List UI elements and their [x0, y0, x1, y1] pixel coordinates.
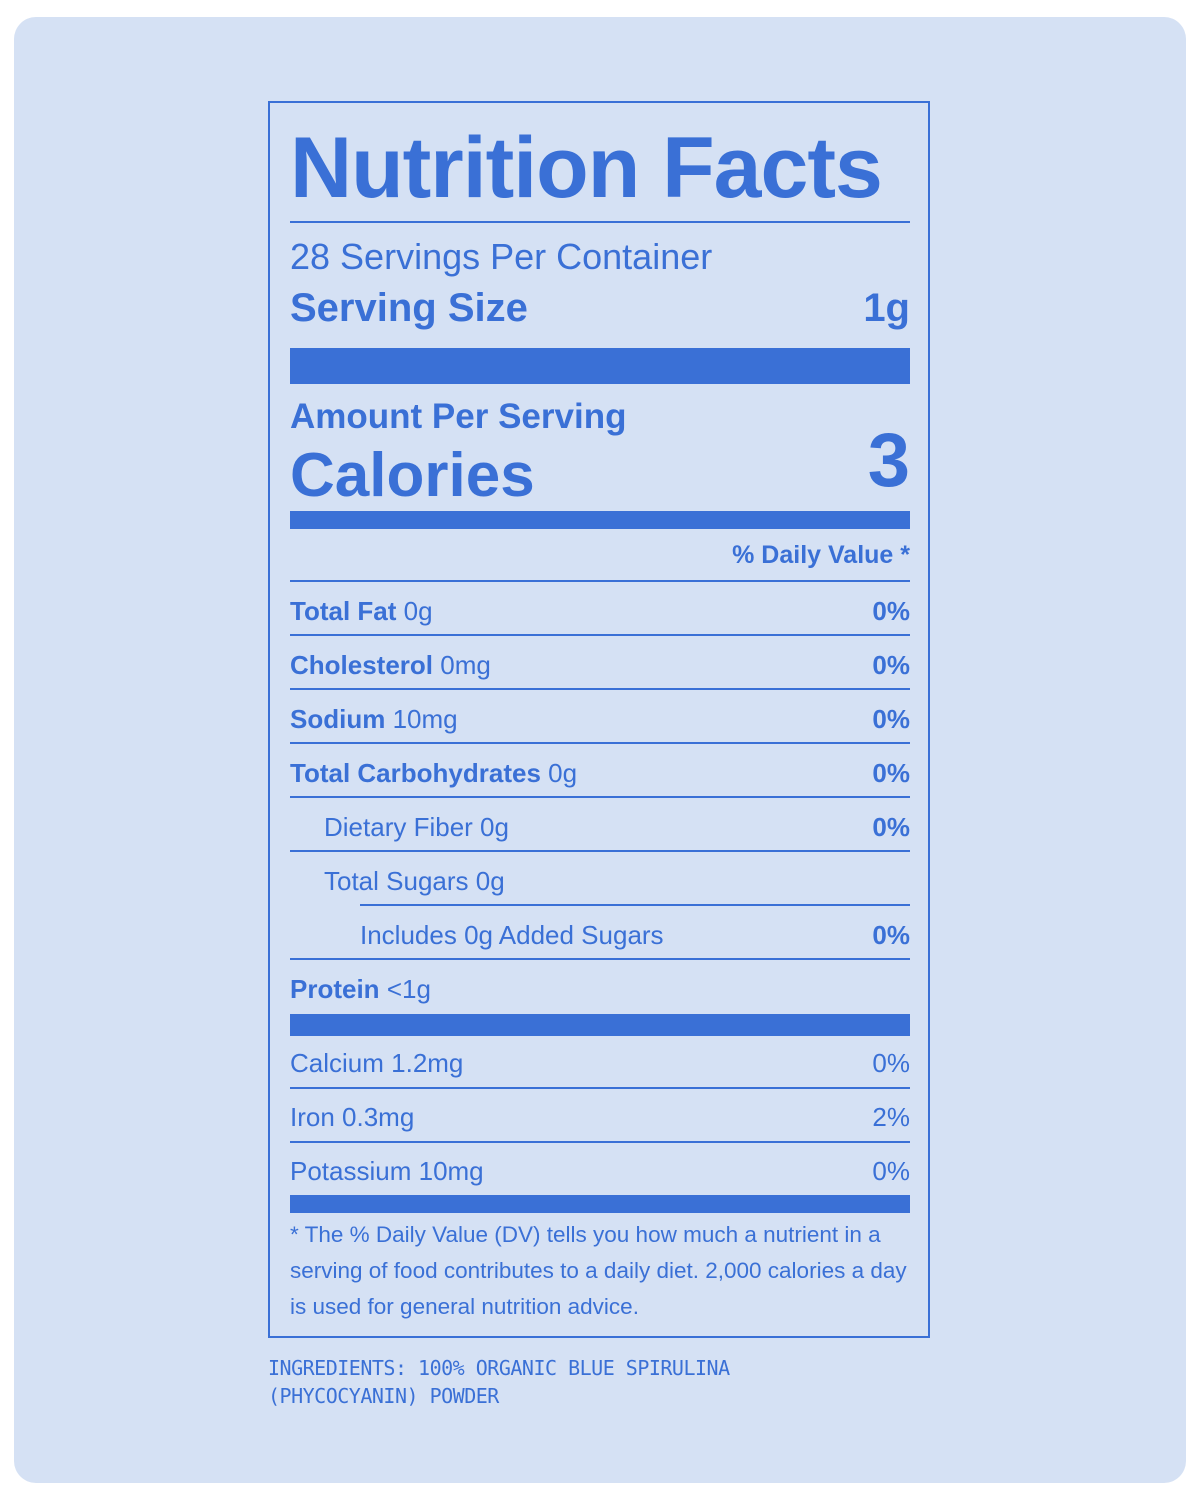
medium-divider — [290, 1014, 910, 1036]
label-card — [14, 17, 1186, 1483]
divider-indented — [360, 904, 910, 906]
mineral-row-iron: Iron 0.3mg — [290, 1102, 415, 1132]
nutrient-dv: 0% — [872, 920, 910, 950]
nutrient-name: Sodium — [290, 704, 386, 734]
medium-divider — [290, 511, 910, 529]
serving-size-value: 1g — [863, 286, 910, 330]
divider — [290, 850, 910, 852]
nutrient-amount: 0mg — [440, 650, 491, 680]
daily-value-header: % Daily Value * — [732, 541, 910, 569]
nutrient-dv: 0% — [872, 650, 910, 680]
mineral-row-calcium: Calcium 1.2mg — [290, 1048, 464, 1078]
nutrition-facts-panel: Nutrition Facts 28 Servings Per Containe… — [268, 101, 930, 1338]
serving-size-label: Serving Size — [290, 286, 528, 330]
divider — [290, 1087, 910, 1089]
nutrient-row-total-sugars: Total Sugars 0g — [324, 866, 505, 896]
mineral-dv: 2% — [872, 1102, 910, 1132]
nutrient-dv: 0% — [872, 596, 910, 626]
ingredients-text: INGREDIENTS: 100% ORGANIC BLUE SPIRULINA… — [268, 1356, 730, 1408]
nutrient-amount: <1g — [386, 974, 431, 1004]
nutrient-name: Total Fat — [290, 596, 397, 626]
nutrient-row-total-carbohydrates: Total Carbohydrates 0g — [290, 760, 577, 786]
nutrient-row-sodium: Sodium 10mg — [290, 706, 458, 732]
divider — [290, 221, 910, 223]
divider — [290, 1141, 910, 1143]
thick-divider — [290, 348, 910, 384]
nutrient-dv: 0% — [872, 758, 910, 788]
mineral-dv: 0% — [872, 1048, 910, 1078]
divider — [290, 796, 910, 798]
nutrient-dv: 0% — [872, 812, 910, 842]
mineral-dv: 0% — [872, 1156, 910, 1186]
divider — [290, 634, 910, 636]
nutrient-amount: 0g — [548, 758, 578, 788]
nutrient-dv: 0% — [872, 704, 910, 734]
divider — [290, 580, 910, 582]
servings-per-container: 28 Servings Per Container — [290, 236, 713, 277]
nutrient-amount: 0g — [403, 596, 433, 626]
divider — [290, 688, 910, 690]
nutrient-row-cholesterol: Cholesterol 0mg — [290, 652, 491, 678]
mineral-row-potassium: Potassium 10mg — [290, 1156, 484, 1186]
divider — [290, 958, 910, 960]
nutrient-row-protein: Protein <1g — [290, 976, 431, 1002]
nutrient-name: Cholesterol — [290, 650, 434, 680]
calories-value: 3 — [867, 418, 910, 503]
nutrient-row-dietary-fiber: Dietary Fiber 0g — [324, 812, 509, 842]
daily-value-footnote: * The % Daily Value (DV) tells you how m… — [290, 1222, 907, 1319]
medium-divider — [290, 1195, 910, 1213]
nutrient-name: Total Carbohydrates — [290, 758, 541, 788]
divider — [290, 742, 910, 744]
calories-label: Calories — [290, 441, 535, 510]
nutrient-row-added-sugars: Includes 0g Added Sugars — [360, 920, 664, 950]
nutrient-name: Protein — [290, 974, 380, 1004]
amount-per-serving: Amount Per Serving — [290, 397, 627, 436]
label-title: Nutrition Facts — [290, 120, 883, 216]
nutrient-row-total-fat: Total Fat 0g — [290, 598, 433, 624]
nutrient-amount: 10mg — [392, 704, 458, 734]
